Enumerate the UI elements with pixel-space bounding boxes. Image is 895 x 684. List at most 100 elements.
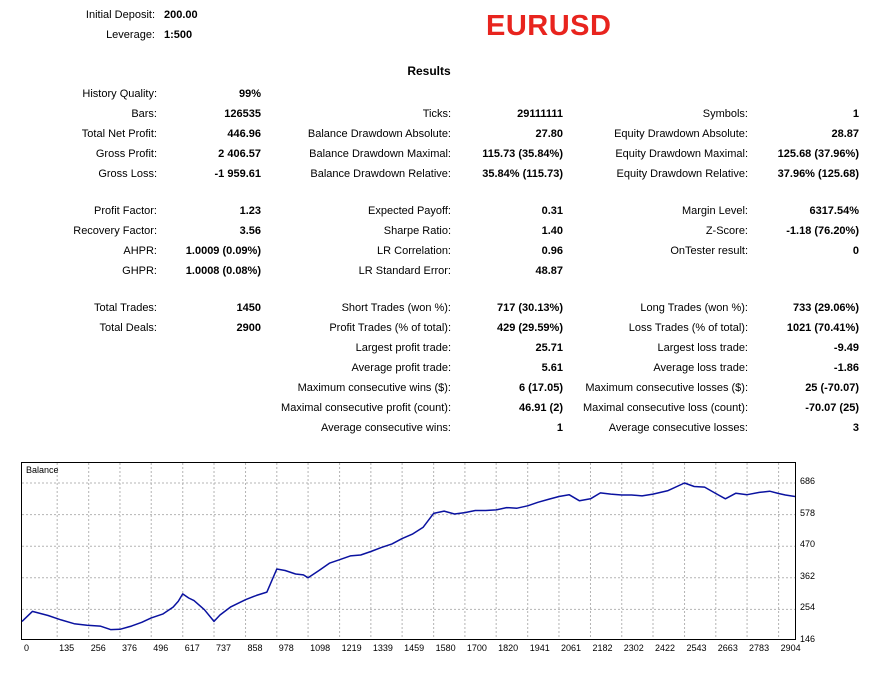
stat-label-average-loss-trade: Average loss trade:	[653, 362, 748, 374]
stat-label-total-net-profit: Total Net Profit:	[81, 128, 157, 140]
stat-value-margin-level: 6317.54%	[809, 205, 859, 217]
initial-deposit-value: 200.00	[164, 9, 198, 21]
stat-label-margin-level: Margin Level:	[681, 205, 748, 217]
x-tick-label: 1820	[498, 643, 519, 653]
y-tick-label: 362	[800, 570, 816, 581]
symbol-title: EURUSD	[486, 10, 612, 42]
stat-label-average-profit-trade: Average profit trade:	[351, 362, 451, 374]
stat-label-total-deals: Total Deals:	[99, 322, 157, 334]
stat-label-balance-dd-maximal: Balance Drawdown Maximal:	[309, 148, 451, 160]
x-tick-label: 2182	[592, 643, 613, 653]
stat-value-expected-payoff: 0.31	[541, 205, 563, 217]
stat-value-ticks: 29111111	[517, 108, 563, 120]
stat-label-largest-loss-trade: Largest loss trade:	[657, 342, 749, 354]
stat-label-largest-profit-trade: Largest profit trade:	[355, 342, 451, 354]
stat-value-z-score: -1.18 (76.20%)	[786, 225, 859, 237]
x-tick-label: 2663	[717, 643, 738, 653]
stat-label-equity-dd-absolute: Equity Drawdown Absolute:	[614, 128, 748, 140]
stat-label-equity-dd-maximal: Equity Drawdown Maximal:	[615, 148, 748, 160]
stat-value-recovery-factor: 3.56	[239, 225, 261, 237]
x-tick-label: 256	[90, 643, 106, 653]
stat-label-total-trades: Total Trades:	[94, 302, 157, 314]
x-tick-label: 135	[59, 643, 75, 653]
stat-value-total-deals: 2900	[236, 322, 261, 334]
y-tick-label: 146	[800, 634, 816, 644]
stat-value-largest-profit-trade: 25.71	[535, 342, 563, 354]
stat-value-lr-standard-error: 48.87	[535, 265, 563, 277]
stat-value-ahpr: 1.0009 (0.09%)	[185, 245, 261, 257]
x-tick-label: 0	[24, 643, 30, 653]
x-tick-label: 858	[247, 643, 263, 653]
x-tick-label: 2904	[780, 643, 801, 653]
x-tick-label: 978	[278, 643, 294, 653]
stat-value-total-net-profit: 446.96	[227, 128, 261, 140]
stat-value-profit-factor: 1.23	[239, 205, 261, 217]
stat-label-sharpe-ratio: Sharpe Ratio:	[383, 225, 451, 237]
stat-value-average-loss-trade: -1.86	[833, 362, 859, 374]
results-heading: Results	[407, 64, 451, 78]
y-tick-label: 686	[800, 476, 816, 486]
stat-value-bars: 126535	[224, 108, 261, 120]
stat-label-gross-loss: Gross Loss:	[98, 168, 157, 180]
stat-value-gross-loss: -1 959.61	[214, 168, 261, 180]
stat-value-largest-loss-trade: -9.49	[833, 342, 859, 354]
stat-label-bars: Bars:	[131, 108, 157, 120]
stat-value-symbols: 1	[852, 108, 859, 120]
stat-value-ghpr: 1.0008 (0.08%)	[185, 265, 261, 277]
stat-label-balance-dd-absolute: Balance Drawdown Absolute:	[307, 128, 451, 140]
y-tick-label: 254	[800, 602, 816, 613]
stat-label-short-trades: Short Trades (won %):	[341, 302, 451, 314]
leverage-value: 1:500	[164, 29, 193, 41]
stat-value-profit-trades: 429 (29.59%)	[496, 322, 563, 334]
y-tick-label: 470	[800, 539, 816, 550]
stat-value-equity-dd-relative: 37.96% (125.68)	[777, 168, 859, 180]
stat-label-profit-trades: Profit Trades (% of total):	[329, 322, 451, 334]
balance-chart-plot	[21, 463, 796, 639]
stat-value-loss-trades: 1021 (70.41%)	[786, 322, 859, 334]
stat-value-total-trades: 1450	[236, 302, 261, 314]
x-tick-label: 376	[121, 643, 137, 653]
x-tick-label: 2543	[686, 643, 707, 653]
stat-label-equity-dd-relative: Equity Drawdown Relative:	[616, 168, 748, 180]
x-tick-label: 1580	[435, 643, 456, 653]
stat-value-short-trades: 717 (30.13%)	[496, 302, 563, 314]
x-tick-label: 617	[184, 643, 200, 653]
stat-value-average-profit-trade: 5.61	[541, 362, 563, 374]
stat-label-max-consecutive-losses: Maximum consecutive losses ($):	[585, 382, 748, 394]
x-tick-label: 1219	[341, 643, 362, 653]
stat-value-max-consecutive-losses: 25 (-70.07)	[805, 382, 859, 394]
initial-deposit-label: Initial Deposit:	[85, 9, 155, 21]
stat-label-ticks: Ticks:	[422, 108, 451, 120]
x-tick-label: 1941	[529, 643, 550, 653]
stat-value-max-consecutive-wins: 6 (17.05)	[518, 382, 563, 394]
stat-label-average-consecutive-wins: Average consecutive wins:	[320, 422, 451, 434]
stat-value-equity-dd-maximal: 125.68 (37.96%)	[777, 148, 859, 160]
x-tick-label: 496	[153, 643, 169, 653]
stat-label-symbols: Symbols:	[702, 108, 748, 120]
stat-label-balance-dd-relative: Balance Drawdown Relative:	[310, 168, 451, 180]
stat-value-maximal-consecutive-loss: -70.07 (25)	[805, 402, 859, 414]
stat-label-long-trades: Long Trades (won %):	[640, 302, 748, 314]
stat-value-balance-dd-relative: 35.84% (115.73)	[482, 168, 563, 180]
leverage-label: Leverage:	[106, 29, 155, 41]
stat-label-gross-profit: Gross Profit:	[95, 148, 157, 160]
stat-value-balance-dd-maximal: 115.73 (35.84%)	[482, 148, 563, 160]
stat-value-sharpe-ratio: 1.40	[541, 225, 563, 237]
stat-label-expected-payoff: Expected Payoff:	[368, 205, 451, 217]
stat-label-maximal-consecutive-loss: Maximal consecutive loss (count):	[582, 402, 748, 414]
stat-label-ontester-result: OnTester result:	[670, 245, 748, 257]
stat-label-lr-standard-error: LR Standard Error:	[358, 265, 451, 277]
x-tick-label: 1098	[310, 643, 331, 653]
stat-value-long-trades: 733 (29.06%)	[792, 302, 859, 314]
stat-value-average-consecutive-losses: 3	[852, 422, 859, 434]
stat-label-average-consecutive-losses: Average consecutive losses:	[608, 422, 748, 434]
chart-title: Balance	[26, 465, 59, 475]
x-tick-label: 2061	[560, 643, 581, 653]
x-tick-label: 1459	[404, 643, 425, 653]
stat-value-average-consecutive-wins: 1	[556, 422, 563, 434]
history-quality-label: History Quality:	[82, 88, 157, 100]
stat-value-lr-correlation: 0.96	[541, 245, 563, 257]
x-tick-label: 1339	[372, 643, 393, 653]
stat-label-ghpr: GHPR:	[122, 265, 157, 277]
stat-label-lr-correlation: LR Correlation:	[377, 245, 451, 257]
